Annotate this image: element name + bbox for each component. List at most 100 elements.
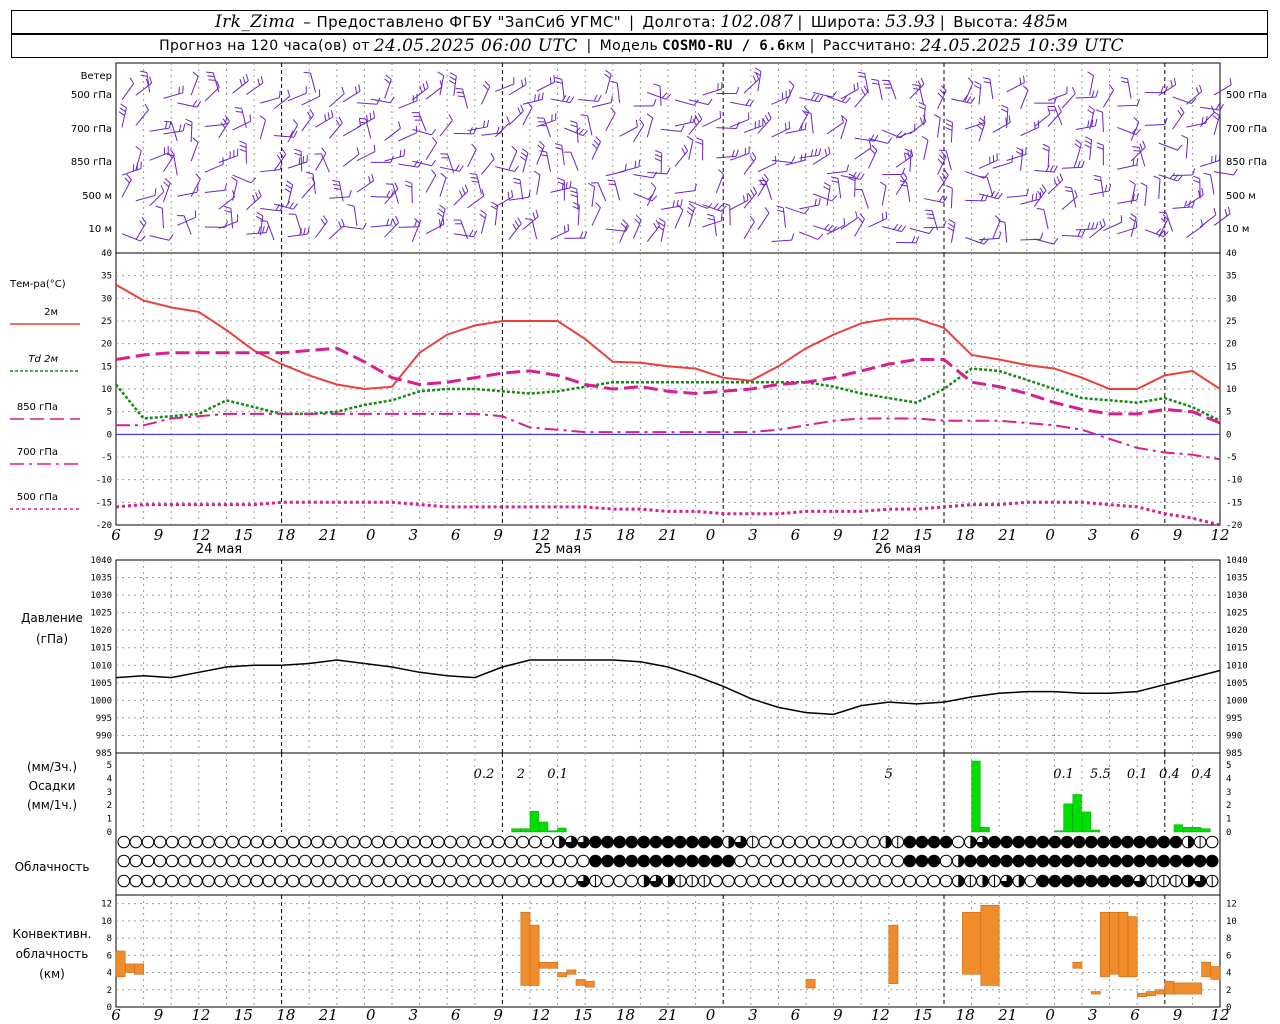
cloud-symbol xyxy=(1024,835,1038,849)
cloud-symbol xyxy=(1000,874,1013,888)
wind-barb-staff xyxy=(1213,84,1232,96)
precip-amount-label: 0.4 xyxy=(1191,767,1212,782)
wind-barb-staff xyxy=(765,180,773,200)
wind-barb xyxy=(554,77,565,100)
wind-barb xyxy=(867,144,878,169)
wind-barb-feather xyxy=(948,219,956,224)
cloud-symbol xyxy=(226,835,239,849)
wind-barb-staff xyxy=(329,224,345,240)
cloud-symbol xyxy=(359,874,372,888)
wind-barb xyxy=(287,155,308,169)
wind-barb-feather xyxy=(554,143,562,146)
cloud-circle xyxy=(323,835,336,849)
cloud-symbol xyxy=(492,874,505,888)
wind-barb-staff xyxy=(1020,90,1029,110)
cloud-symbol xyxy=(1048,874,1062,888)
cloud-symbol xyxy=(214,835,227,849)
cloud-symbol xyxy=(710,874,723,888)
wind-barb xyxy=(696,137,704,161)
wind-barb-feather xyxy=(366,114,368,122)
wind-barb-staff xyxy=(1075,125,1096,130)
wind-barb xyxy=(591,136,601,160)
wind-barb xyxy=(1001,104,1009,129)
wind-barb xyxy=(757,156,777,173)
cloud-circle xyxy=(915,835,929,849)
wind-barb-feather xyxy=(358,117,366,120)
wind-barb-feather xyxy=(855,211,858,219)
wind-barb-feather xyxy=(683,144,689,152)
x-tick-label: 9 xyxy=(1173,1006,1183,1024)
wind-barb xyxy=(857,71,869,94)
cloud-symbol xyxy=(697,835,711,849)
cloud-three-quarter xyxy=(1133,875,1146,887)
y-tick-label: 25 xyxy=(101,317,112,327)
wind-barb-feather xyxy=(425,80,429,88)
wind-barb-feather xyxy=(449,72,457,77)
cloud-circle xyxy=(177,854,191,868)
wind-barb-staff xyxy=(447,153,455,174)
cloud-three-quarter xyxy=(650,875,662,887)
wind-barb-staff xyxy=(1130,217,1137,238)
conv-cloud-bar xyxy=(1090,991,1101,995)
wind-barb-feather xyxy=(759,180,765,187)
wind-barb-feather xyxy=(810,93,816,101)
cloud-symbol xyxy=(177,874,191,888)
wind-barb-feather xyxy=(256,211,264,217)
wind-barb-feather xyxy=(933,113,941,119)
wind-barb-feather xyxy=(570,120,577,124)
wind-barb-feather xyxy=(1197,190,1201,198)
y-tick-label: 2 xyxy=(107,986,112,996)
wind-barb-feather xyxy=(638,159,641,167)
legend-label: 700 гПа xyxy=(17,447,58,458)
wind-barb xyxy=(688,200,713,209)
wind-barb-feather xyxy=(196,101,202,108)
cloud-circle xyxy=(1109,835,1122,849)
y-tick-label: 30 xyxy=(101,294,112,304)
y-tick-label: -15 xyxy=(1226,498,1242,508)
wind-barb-staff xyxy=(674,190,695,194)
cloud-circle xyxy=(794,835,808,849)
wind-barb xyxy=(757,111,772,134)
wind-barb xyxy=(743,118,764,133)
cloud-symbol xyxy=(1072,874,1086,888)
cloud-circle xyxy=(371,835,385,849)
cloud-symbol xyxy=(516,835,530,849)
wind-barb-staff xyxy=(950,122,953,143)
wind-barb xyxy=(1144,228,1169,238)
wind-barb-feather xyxy=(994,215,1001,221)
cloud-circle xyxy=(431,854,445,868)
wind-barb xyxy=(882,223,907,233)
wind-barb-feather xyxy=(126,173,132,180)
wind-barb-feather xyxy=(532,212,536,220)
cloud-symbol xyxy=(153,835,167,849)
wind-barb xyxy=(661,199,683,210)
cloud-symbol xyxy=(177,854,191,868)
header-forecast-row: Прогноз на 120 часа(ов) от 24.05.2025 06… xyxy=(11,34,1268,58)
wind-barb-feather xyxy=(901,167,906,175)
wind-barb-feather xyxy=(405,180,412,184)
cloud-circle xyxy=(782,874,796,888)
x-tick-label: 0 xyxy=(366,526,376,544)
wind-barb-staff xyxy=(1100,176,1104,197)
cloud-circle xyxy=(407,835,421,849)
wind-barb-feather xyxy=(801,109,808,116)
wind-barb-staff xyxy=(561,145,565,166)
wind-barb xyxy=(1047,105,1063,126)
wind-barb-staff xyxy=(965,237,985,245)
wind-barb xyxy=(1006,188,1029,198)
cloud-half xyxy=(958,855,965,867)
wind-barb-feather xyxy=(940,151,947,158)
wind-barb xyxy=(398,93,418,109)
wind-barb-feather xyxy=(945,127,953,131)
cloud-symbol xyxy=(1060,854,1074,868)
wind-barb-staff xyxy=(1047,111,1062,127)
wind-barb-feather xyxy=(461,187,466,195)
wind-barb-staff xyxy=(353,206,358,227)
cloud-symbol xyxy=(649,874,663,888)
wind-barb-feather xyxy=(207,75,215,78)
wind-barb xyxy=(619,119,638,137)
wind-barb xyxy=(218,115,230,139)
cloud-symbol xyxy=(226,874,239,888)
wind-barb xyxy=(356,173,374,193)
wind-barb xyxy=(812,193,837,202)
